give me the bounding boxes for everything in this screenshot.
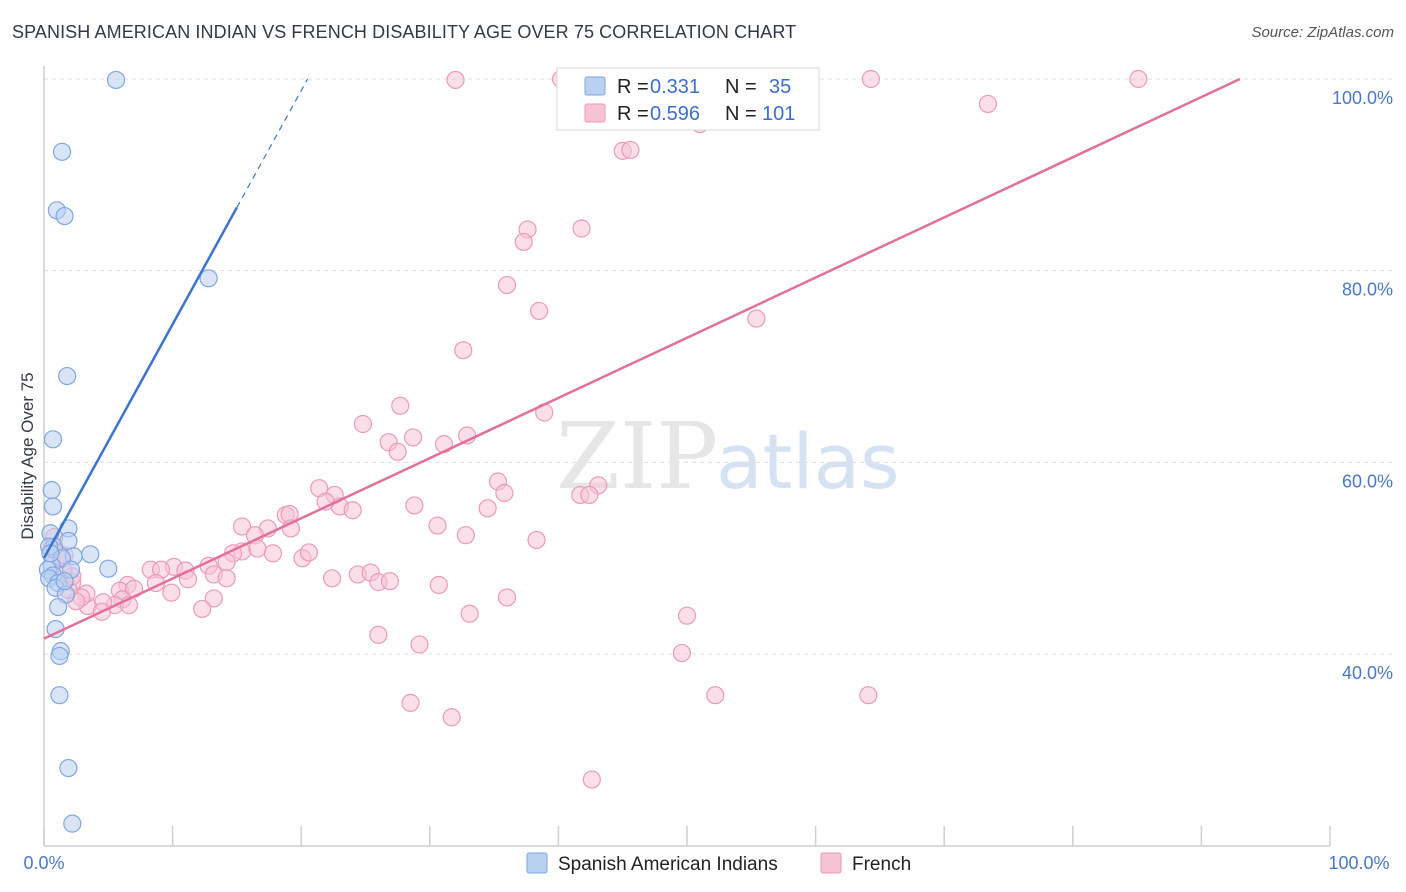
x-ticks — [43, 826, 1331, 846]
spanish-american-indian-point-26 — [55, 572, 74, 591]
french-point-84 — [204, 589, 223, 608]
chart-title: SPANISH AMERICAN INDIAN VS FRENCH DISABI… — [12, 22, 797, 42]
french-point-92 — [369, 625, 388, 644]
spanish-american-indian-point-27 — [49, 597, 68, 617]
legend-n-label-1: N = — [725, 76, 757, 98]
french-point-12 — [514, 232, 533, 252]
spanish-american-indian-point-0 — [106, 70, 126, 90]
french-point-91 — [429, 575, 448, 595]
x-tick-label-100: 100.0% — [1328, 853, 1389, 873]
french-point-19 — [391, 396, 410, 415]
french-point-28 — [405, 496, 424, 515]
spanish-american-indian-point-13 — [59, 531, 78, 551]
french-point-63 — [162, 583, 181, 602]
legend-r-value-2: 0.596 — [650, 103, 700, 125]
spanish-american-indian-point-7 — [42, 481, 61, 500]
french-point-20 — [353, 414, 373, 434]
spanish-american-indian-point-5 — [58, 366, 77, 386]
x-tick-label-0: 0.0% — [23, 853, 64, 873]
spanish-american-indian-point-3 — [55, 206, 74, 226]
french-point-85 — [193, 599, 212, 619]
legend-r-value-1: 0.331 — [650, 76, 700, 98]
y-tick-label-60: 60.0% — [1342, 471, 1393, 491]
spanish-american-indian-point-31 — [50, 686, 69, 705]
french-point-6 — [1129, 69, 1148, 89]
french-point-29 — [428, 516, 447, 535]
french-point-96 — [677, 606, 697, 625]
french-point-99 — [859, 686, 878, 705]
french-point-90 — [380, 572, 400, 591]
french-point-44 — [232, 517, 252, 536]
french-point-15 — [530, 301, 549, 321]
spanish-american-indian-point-8 — [43, 497, 63, 516]
y-tick-label-80: 80.0% — [1342, 280, 1393, 300]
french-point-7 — [978, 94, 998, 114]
spanish-american-indian-trend-line — [42, 206, 238, 559]
spanish-american-indian-point-1 — [52, 142, 72, 161]
series-legend: Spanish American Indians French — [526, 852, 911, 875]
french-point-100 — [401, 693, 420, 712]
spanish-american-indian-point-6 — [43, 430, 63, 449]
legend-swatch-pink — [584, 103, 606, 123]
french-point-93 — [410, 635, 429, 654]
spanish-american-indian-point-32 — [59, 758, 78, 778]
spanish-american-indian-point-33 — [63, 814, 82, 833]
spanish-american-indian-point-15 — [81, 545, 100, 564]
french-point-27 — [495, 483, 514, 503]
french-point-97 — [672, 643, 691, 663]
french-point-53 — [299, 543, 319, 562]
y-axis-label: Disability Age Over 75 — [18, 372, 37, 539]
french-point-35 — [580, 485, 599, 505]
trend-lines — [42, 77, 1241, 640]
french-point-21 — [403, 428, 423, 447]
legend-n-label-2: N = — [725, 103, 757, 125]
legend-r-label-1: R = — [617, 76, 649, 98]
legend-r-label-2: R = — [617, 103, 649, 125]
spanish-american-indian-point-30 — [50, 646, 69, 666]
french-point-101 — [442, 708, 461, 727]
french-point-0 — [446, 70, 465, 90]
french-point-98 — [706, 686, 725, 705]
legend-n-value-2: 101 — [762, 103, 795, 125]
french-point-13 — [572, 219, 591, 238]
y-tick-label-100: 100.0% — [1332, 88, 1393, 108]
french-point-16 — [747, 309, 766, 328]
bottom-legend-swatch-blue — [526, 852, 548, 874]
french-point-31 — [478, 499, 497, 518]
spanish-american-indian-points — [38, 70, 218, 833]
french-point-17 — [454, 341, 473, 360]
y-tick-label-40: 40.0% — [1342, 663, 1393, 683]
french-point-30 — [456, 526, 475, 545]
french-point-61 — [217, 569, 236, 588]
french-point-10 — [621, 140, 640, 160]
french-point-94 — [460, 604, 479, 623]
gridlines — [44, 78, 1392, 655]
french-point-87 — [322, 569, 342, 588]
french-point-49 — [263, 544, 283, 563]
bottom-legend-swatch-pink — [820, 852, 842, 874]
spanish-american-indian-point-20 — [99, 559, 118, 578]
bottom-legend-label-1: Spanish American Indians — [558, 854, 778, 875]
y-tick-labels: 40.0% 60.0% 80.0% 100.0% — [1332, 88, 1393, 683]
legend-n-value-1: 35 — [769, 76, 791, 98]
correlation-legend: R = 0.331 N = 35 R = 0.596 N = 101 — [556, 67, 820, 131]
french-point-14 — [497, 275, 517, 295]
french-point-5 — [861, 69, 880, 89]
french-point-25 — [388, 442, 407, 461]
watermark-atlas: atlas — [716, 417, 900, 506]
french-trend-line — [43, 77, 1241, 640]
bottom-legend-label-2: French — [852, 854, 911, 875]
legend-swatch-blue — [584, 76, 606, 96]
chart-source: Source: ZipAtlas.com — [1251, 24, 1394, 41]
french-point-102 — [582, 770, 601, 789]
french-point-95 — [497, 588, 517, 607]
french-point-39 — [343, 501, 362, 520]
spanish-american-indian-trend-extension — [236, 78, 309, 208]
spanish-american-indian-point-4 — [199, 269, 218, 288]
french-point-32 — [527, 530, 546, 550]
